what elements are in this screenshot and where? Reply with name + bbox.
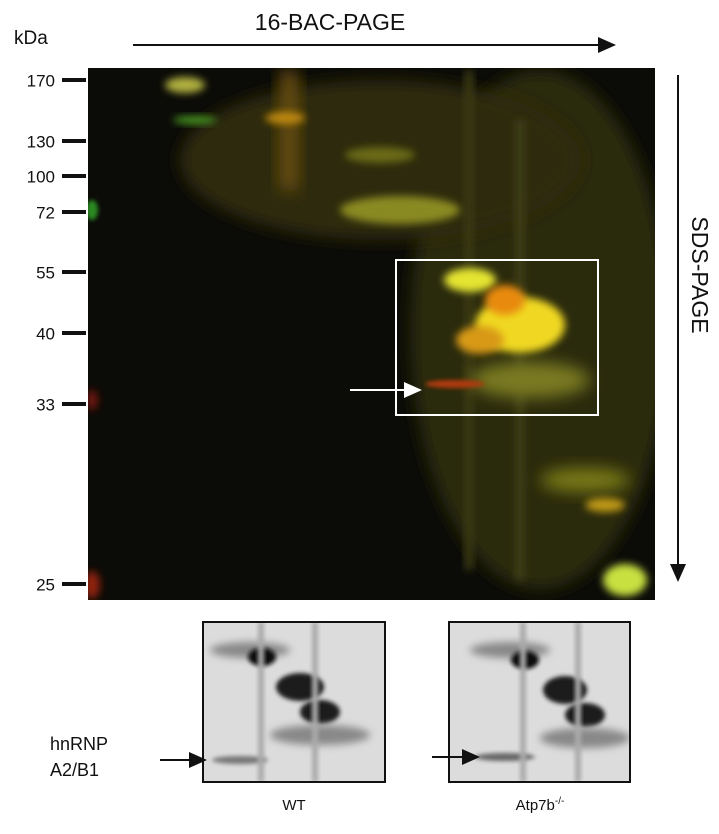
highlight-box	[395, 259, 599, 416]
marker-label: 100	[27, 167, 55, 186]
protein-label: A2/B1	[50, 760, 99, 780]
marker-label: 40	[36, 324, 55, 343]
panel-label-superscript: -/-	[555, 796, 564, 807]
gel-image	[88, 68, 655, 600]
marker-label: 170	[27, 71, 55, 90]
markers: 170 130 100 72 55 40 33 25	[27, 71, 86, 594]
horizontal-axis-title: 16-BAC-PAGE	[255, 9, 405, 35]
marker-label: 55	[36, 263, 55, 282]
wt-panel-frame	[202, 621, 386, 783]
vertical-axis-title: SDS-PAGE	[687, 216, 713, 333]
marker-label: 130	[27, 132, 55, 151]
marker-label: 33	[36, 395, 55, 414]
wt-panel-image	[203, 622, 385, 782]
panel-label: Atp7b-/-	[516, 796, 565, 814]
marker-label: 72	[36, 203, 55, 222]
ko-panel-frame	[448, 621, 631, 783]
protein-label: hnRNP	[50, 734, 108, 754]
panel-label-base: Atp7b	[516, 797, 555, 814]
panel-label: WT	[282, 797, 305, 814]
unit-label: kDa	[14, 28, 48, 49]
marker-label: 25	[36, 575, 55, 594]
